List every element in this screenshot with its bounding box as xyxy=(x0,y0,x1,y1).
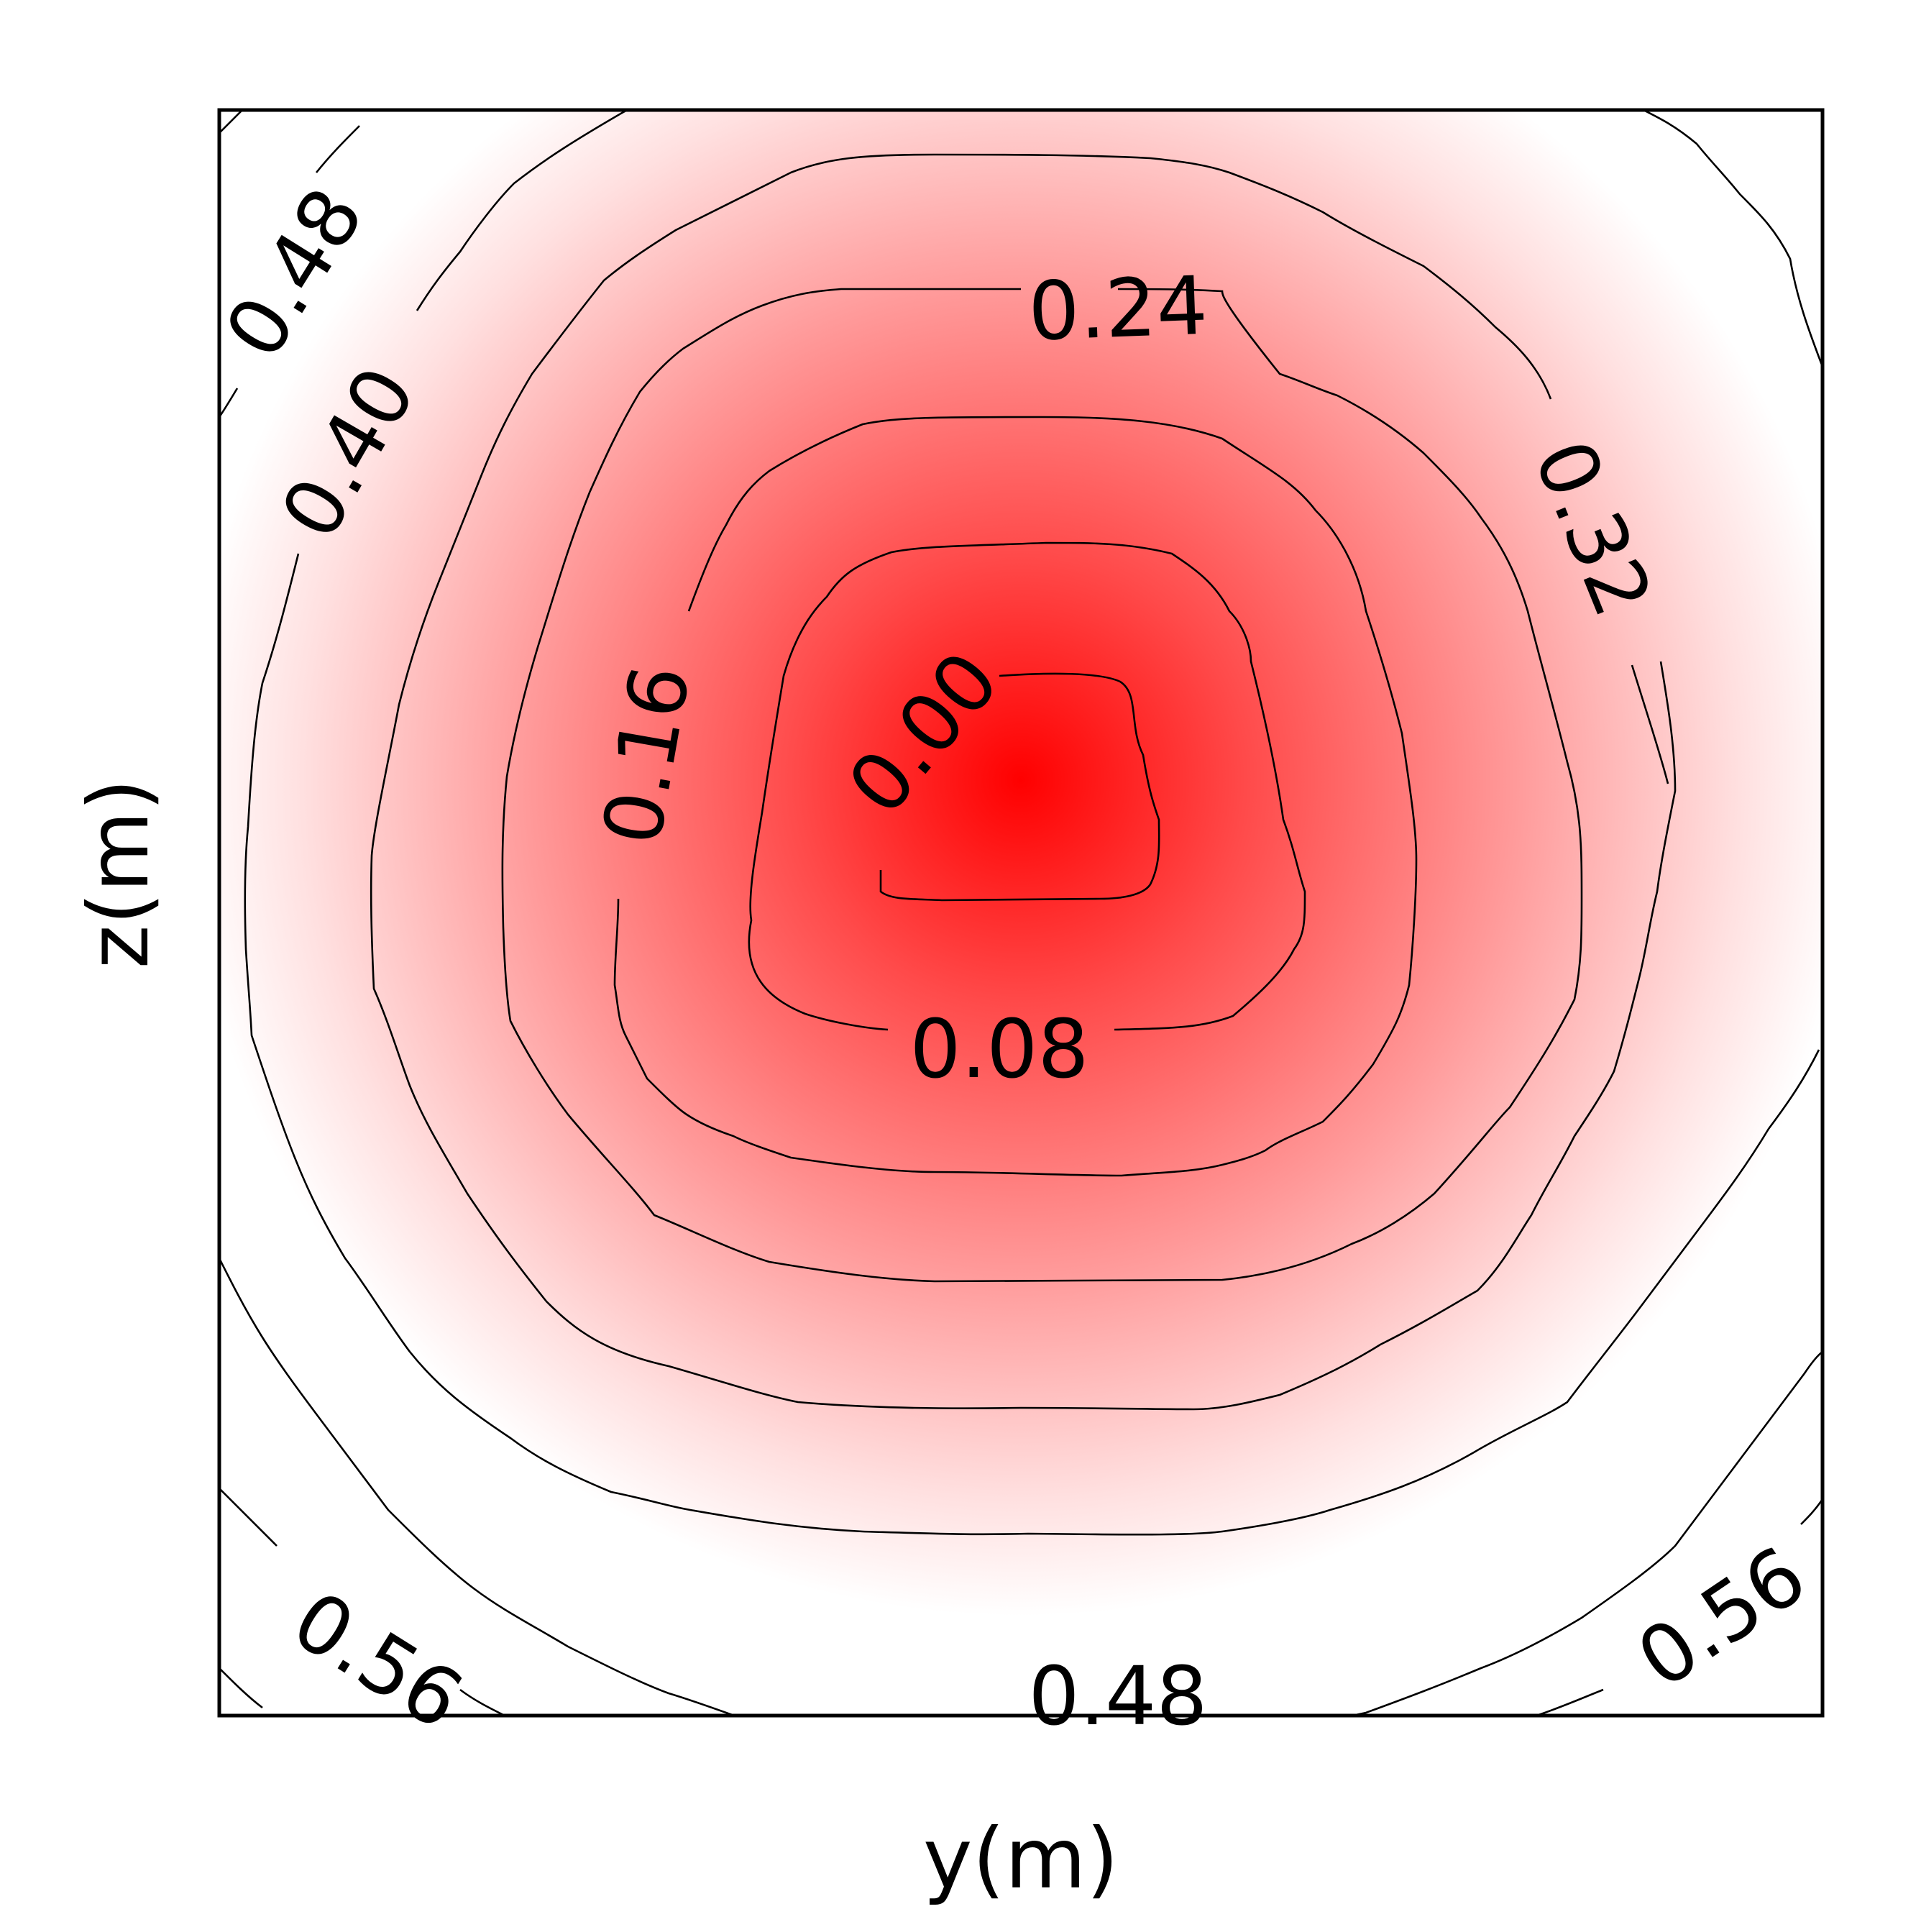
contour-line-0.24 xyxy=(501,288,1583,1283)
contour-lines xyxy=(219,110,1823,1716)
plot-area xyxy=(217,108,1825,1718)
contour-line-0.48 xyxy=(219,110,1823,1716)
contour-line-0.16 xyxy=(613,416,1418,1177)
contour-line-0.32 xyxy=(370,153,1677,1411)
y-axis-label: z(m) xyxy=(70,779,168,969)
plot-frame xyxy=(217,108,1825,1718)
contour-line-0.56 xyxy=(219,1488,1823,1716)
contour-label-0-48: 0.48 xyxy=(1028,1650,1207,1744)
x-axis-label: y(m) xyxy=(923,1810,1119,1908)
contour-label-0-24: 0.24 xyxy=(1027,260,1209,360)
contour-line-0.08 xyxy=(748,541,1306,1031)
contour-line-0.40 xyxy=(244,110,1823,1536)
contour-label-0-08: 0.08 xyxy=(909,1003,1088,1097)
contour-line-0.00 xyxy=(879,672,1160,902)
heatmap-fill xyxy=(219,110,1823,1716)
